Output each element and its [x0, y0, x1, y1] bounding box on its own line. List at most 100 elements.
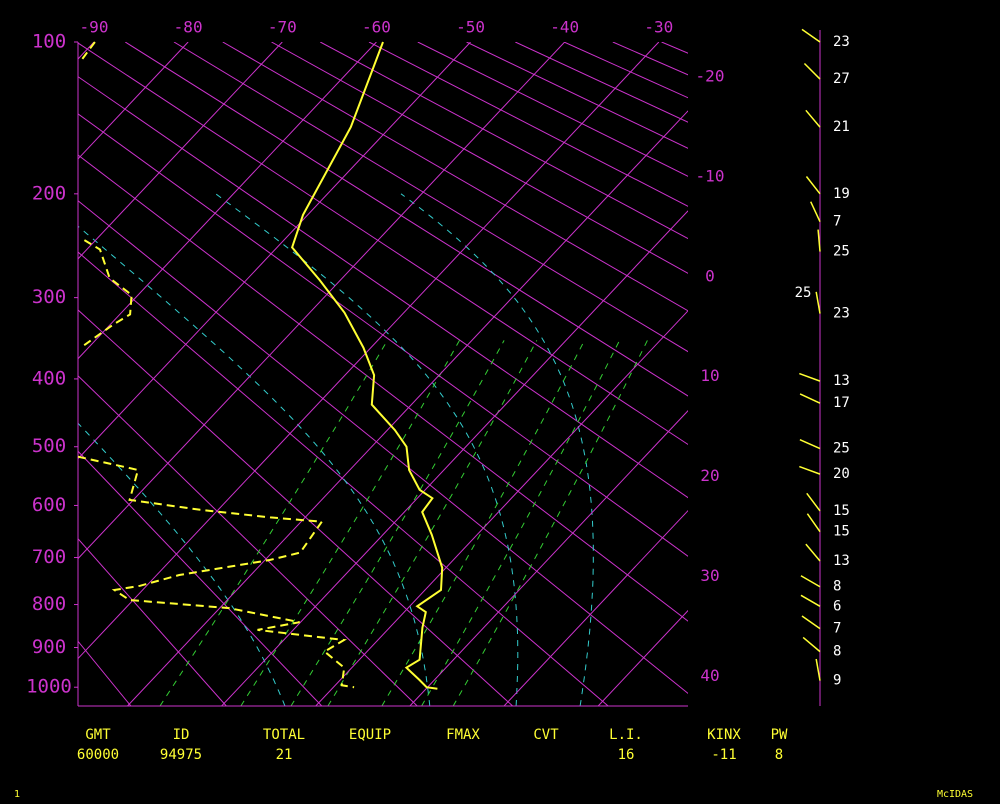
- index-header: KINX: [707, 727, 741, 743]
- wind-speed-label: 7: [833, 621, 841, 637]
- wind-speed-label: 25: [833, 441, 850, 457]
- dry-adiabat: [417, 42, 688, 177]
- wind-speed-label: 17: [833, 395, 850, 411]
- wind-barb: [817, 229, 821, 252]
- wind-barb: [803, 62, 821, 80]
- dry-adiabat: [78, 309, 514, 706]
- y-tick-label: 800: [32, 593, 66, 615]
- dry-adiabat: [612, 42, 688, 76]
- x-tick-label: 40: [700, 666, 719, 685]
- footer-right: McIDAS: [937, 789, 973, 800]
- isotherm: [315, 310, 688, 706]
- x-tick-label: -80: [174, 18, 203, 37]
- index-header: GMT: [85, 727, 111, 743]
- x-tick-label: 10: [700, 366, 719, 385]
- wind-speed-label: 25: [833, 244, 850, 260]
- x-tick-label: -60: [362, 18, 391, 37]
- index-header: EQUIP: [349, 727, 391, 743]
- dry-adiabat: [0, 42, 35, 706]
- index-header: FMAX: [446, 727, 480, 743]
- wind-speed-label: 19: [833, 186, 850, 202]
- isotherm: [78, 42, 471, 460]
- wind-speed-label: 9: [833, 673, 841, 689]
- background-lines: [0, 42, 688, 706]
- isotherm: [78, 42, 660, 660]
- x-tick-label: 0: [705, 266, 715, 285]
- isotherm: [78, 42, 566, 560]
- index-value: 60000: [77, 747, 119, 763]
- isotherm: [221, 210, 688, 706]
- x-tick-label: -90: [80, 18, 109, 37]
- wind-speed-label: 15: [833, 524, 850, 540]
- y-tick-label: 1000: [26, 676, 72, 698]
- wind-barb: [800, 594, 821, 607]
- dry-adiabat: [78, 375, 418, 706]
- wind-barb: [801, 28, 821, 43]
- isotherm: [503, 509, 688, 706]
- moist-adiabat: [78, 225, 431, 706]
- dry-adiabat: [78, 154, 688, 622]
- wind-barb: [801, 615, 821, 630]
- wind-barb: [806, 492, 821, 512]
- dry-adiabat: [78, 76, 688, 499]
- isotherm: [78, 42, 189, 160]
- dry-adiabat: [78, 537, 227, 706]
- y-tick-label: 700: [32, 546, 66, 568]
- dry-adiabat: [515, 42, 688, 123]
- x-tick-label: 20: [700, 466, 719, 485]
- wind-speed-label: 7: [833, 214, 841, 230]
- index-header: ID: [173, 727, 190, 743]
- y-tick-label: 200: [32, 182, 66, 204]
- wind-speed-label: 25: [795, 285, 812, 301]
- index-value: -11: [711, 747, 736, 763]
- footer-left: 1: [14, 789, 20, 800]
- dry-adiabat: [368, 42, 688, 207]
- wind-barb: [810, 201, 821, 222]
- mixing-ratio-line: [421, 340, 621, 706]
- index-header: PW: [771, 727, 788, 743]
- dry-adiabat: [222, 42, 688, 312]
- wind-barb: [800, 575, 821, 588]
- dry-adiabat: [78, 42, 688, 446]
- dry-adiabat: [124, 42, 688, 397]
- moist-adiabat: [215, 193, 519, 706]
- mixing-ratio-line: [452, 340, 648, 706]
- dewpoint-line: [77, 41, 355, 689]
- x-tick-label: 30: [700, 566, 719, 585]
- temperature-line: [290, 41, 444, 690]
- x-tick-label: -70: [268, 18, 297, 37]
- x-tick-label: -10: [696, 166, 725, 185]
- wind-barb: [805, 176, 821, 195]
- wind-speed-label: 8: [833, 579, 841, 595]
- dry-adiabat: [78, 450, 323, 706]
- wind-speed-label: 27: [833, 71, 850, 87]
- dry-adiabat: [271, 42, 688, 274]
- wind-barb: [805, 109, 821, 128]
- mixing-ratio-line: [290, 340, 505, 706]
- index-value: 94975: [160, 747, 202, 763]
- dry-adiabat: [78, 200, 688, 695]
- wind-speed-label: 15: [833, 503, 850, 519]
- x-tick-label: -20: [696, 66, 725, 85]
- wind-speed-label: 20: [833, 466, 850, 482]
- wind-barb: [815, 658, 821, 681]
- index-value: 16: [618, 747, 635, 763]
- dry-adiabat: [173, 42, 688, 353]
- isotherm: [78, 42, 283, 260]
- dry-adiabat: [78, 251, 609, 706]
- isotherm: [78, 42, 377, 360]
- y-tick-label: 900: [32, 636, 66, 658]
- mixing-ratio-line: [240, 340, 460, 706]
- y-tick-label: 500: [32, 435, 66, 457]
- mixing-ratio-line: [159, 340, 388, 706]
- isotherm: [409, 410, 688, 706]
- wind-barb: [799, 465, 821, 475]
- wind-barb: [799, 393, 821, 404]
- y-tick-label: 400: [32, 367, 66, 389]
- wind-barb: [802, 636, 821, 653]
- wind-barb: [805, 543, 821, 562]
- dry-adiabat: [78, 113, 688, 557]
- dry-adiabat: [563, 42, 688, 99]
